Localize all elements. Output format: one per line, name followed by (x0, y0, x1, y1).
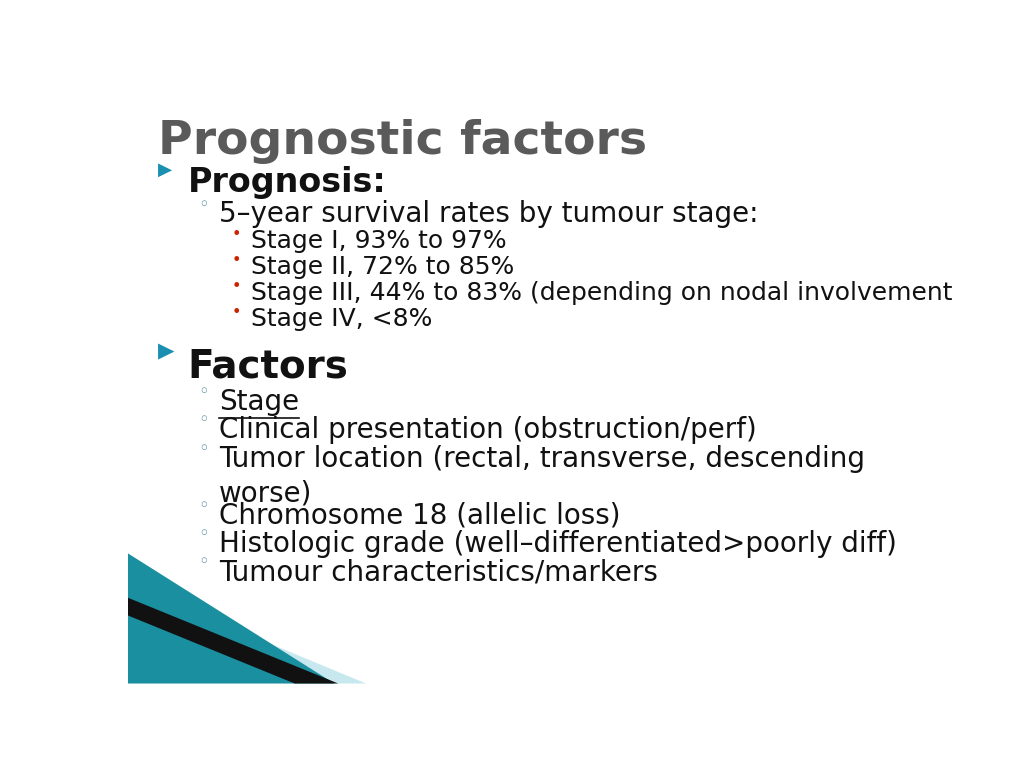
Text: ▶: ▶ (158, 161, 172, 178)
Text: Clinical presentation (obstruction/perf): Clinical presentation (obstruction/perf) (219, 416, 757, 444)
Text: •: • (231, 253, 241, 268)
Text: ◦: ◦ (198, 440, 209, 458)
Text: ◦: ◦ (198, 412, 209, 429)
Text: Tumor location (rectal, transverse, descending
worse): Tumor location (rectal, transverse, desc… (219, 445, 865, 507)
Text: ◦: ◦ (198, 525, 209, 543)
Text: Tumour characteristics/markers: Tumour characteristics/markers (219, 558, 658, 586)
Text: Stage IV, <8%: Stage IV, <8% (251, 307, 432, 331)
Polygon shape (128, 598, 338, 684)
Text: •: • (231, 227, 241, 242)
Text: Stage II, 72% to 85%: Stage II, 72% to 85% (251, 255, 514, 279)
Text: Chromosome 18 (allelic loss): Chromosome 18 (allelic loss) (219, 502, 621, 529)
Text: Stage: Stage (219, 388, 299, 415)
Text: ◦: ◦ (198, 196, 209, 214)
Text: •: • (231, 305, 241, 319)
Text: Histologic grade (well–differentiated>poorly diff): Histologic grade (well–differentiated>po… (219, 530, 897, 558)
Text: ▶: ▶ (158, 341, 175, 361)
Text: •: • (231, 279, 241, 293)
Text: ◦: ◦ (198, 383, 209, 401)
Text: Stage I, 93% to 97%: Stage I, 93% to 97% (251, 229, 507, 253)
Text: ◦: ◦ (198, 497, 209, 515)
Text: Factors: Factors (187, 348, 348, 386)
Text: 5–year survival rates by tumour stage:: 5–year survival rates by tumour stage: (219, 200, 759, 228)
Text: Prognostic factors: Prognostic factors (158, 119, 647, 164)
Polygon shape (128, 554, 334, 684)
Text: Prognosis:: Prognosis: (187, 166, 386, 199)
Text: Stage III, 44% to 83% (depending on nodal involvement: Stage III, 44% to 83% (depending on noda… (251, 281, 952, 305)
Polygon shape (128, 584, 367, 684)
Text: ◦: ◦ (198, 554, 209, 571)
